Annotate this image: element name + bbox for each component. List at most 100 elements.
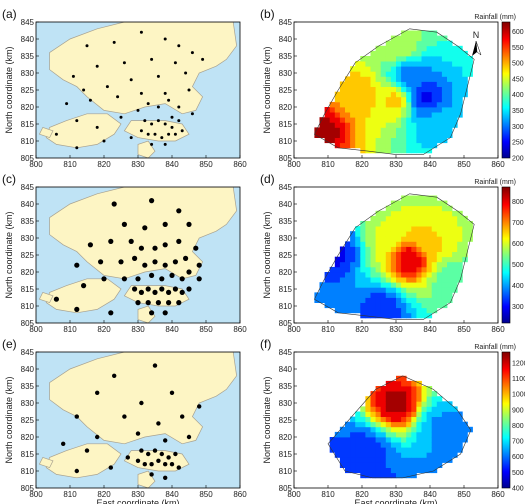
contour-cell: [406, 431, 412, 438]
contour-cell: [396, 401, 402, 407]
contour-cell: [426, 142, 433, 149]
contour-cell: [370, 226, 376, 232]
contour-cell: [365, 137, 371, 144]
contour-cell: [452, 277, 458, 283]
contour-cell: [447, 442, 453, 448]
contour-cell: [436, 442, 443, 448]
contour-cell: [436, 101, 443, 108]
contour-cell: [345, 117, 351, 123]
contour-cell: [436, 447, 443, 453]
contour-cell: [334, 137, 341, 144]
contour-cell: [406, 297, 412, 303]
contour-cell: [385, 462, 392, 468]
contour-cell: [345, 266, 351, 273]
contour-cell: [370, 76, 376, 82]
contour-cell: [355, 142, 361, 149]
contour-cell: [452, 266, 458, 273]
contour-cell: [426, 292, 433, 298]
contour-cell: [416, 452, 422, 458]
contour-cell: [375, 241, 382, 247]
contour-cell: [350, 442, 356, 448]
contour-cell: [390, 231, 397, 237]
contour-cell: [447, 127, 453, 133]
y-tick-label: 840: [279, 200, 293, 209]
contour-cell: [426, 200, 433, 207]
contour-cell: [426, 117, 433, 123]
contour-cell: [380, 107, 387, 113]
station-point: [197, 404, 202, 409]
contour-cell: [370, 112, 376, 118]
contour-cell: [380, 137, 387, 144]
station-point: [179, 276, 185, 282]
station-point: [132, 255, 138, 261]
contour-cell: [365, 81, 371, 87]
contour-cell: [375, 302, 382, 309]
station-point: [150, 57, 154, 61]
contour-cell: [457, 251, 463, 258]
contour-cell: [375, 71, 382, 77]
contour-cell: [370, 132, 376, 138]
contour-cell: [441, 40, 448, 47]
contour-cell: [452, 431, 458, 438]
contour-cell: [436, 416, 443, 423]
contour-cell: [350, 256, 356, 263]
contour-cell: [416, 261, 422, 268]
station-point: [119, 115, 123, 119]
contour-cell: [350, 117, 356, 123]
contour-cell: [401, 66, 407, 72]
station-point: [112, 373, 117, 378]
contour-cell: [370, 472, 376, 479]
contour-cell: [365, 426, 371, 433]
contour-cell: [365, 226, 371, 232]
contour-cell: [447, 272, 453, 278]
contour-cell: [401, 147, 407, 154]
station-point: [138, 289, 144, 295]
contour-cell: [360, 142, 366, 149]
contour-cell: [396, 391, 402, 397]
contour-cell: [447, 71, 453, 77]
contour-cell: [452, 50, 458, 57]
contour-cell: [365, 236, 371, 242]
contour-cell: [426, 442, 433, 448]
contour-cell: [396, 472, 402, 479]
contour-cell: [380, 71, 387, 77]
contour-cell: [360, 307, 366, 314]
contour-cell: [390, 35, 397, 42]
station-point: [156, 119, 160, 123]
x-tick-label: 810: [321, 490, 335, 499]
x-tick-label: 810: [321, 325, 335, 334]
contour-cell: [457, 56, 463, 62]
contour-cell: [350, 101, 356, 108]
contour-cell: [396, 386, 402, 392]
contour-cell: [401, 76, 407, 82]
contour-cell: [390, 117, 397, 123]
contour-cell: [355, 241, 361, 247]
contour-cell: [385, 256, 392, 263]
contour-cell: [436, 127, 443, 133]
contour-cell: [370, 396, 376, 402]
contour-cell: [355, 71, 361, 77]
contour-cell: [396, 107, 402, 113]
contour-cell: [339, 96, 346, 103]
contour-cell: [350, 91, 356, 98]
contour-cell: [447, 297, 453, 303]
contour-cell: [329, 137, 336, 144]
station-point: [53, 296, 60, 302]
contour-cell: [457, 96, 463, 103]
contour-cell: [436, 437, 443, 443]
station-point: [162, 221, 168, 227]
contour-cell: [365, 91, 371, 98]
contour-cell: [396, 45, 402, 52]
contour-cell: [416, 421, 422, 428]
contour-cell: [390, 431, 397, 438]
contour-cell: [380, 231, 387, 237]
contour-cell: [447, 61, 453, 67]
contour-cell: [426, 261, 433, 268]
contour-cell: [360, 442, 366, 448]
contour-cell: [447, 406, 453, 412]
contour-cell: [380, 256, 387, 263]
contour-cell: [426, 91, 433, 98]
contour-cell: [421, 81, 427, 87]
contour-cell: [396, 66, 402, 72]
contour-cell: [431, 86, 438, 93]
